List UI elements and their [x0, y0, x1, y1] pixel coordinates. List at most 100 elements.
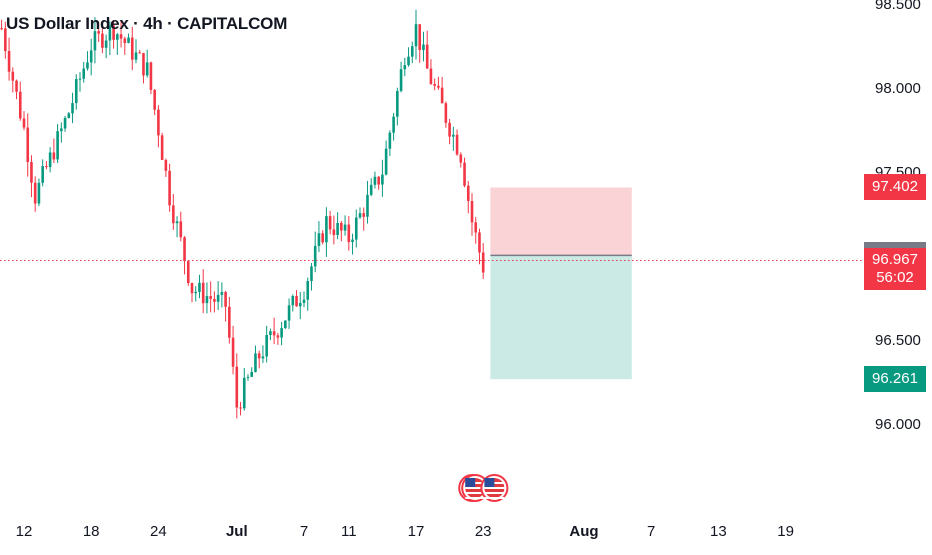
candle — [410, 41, 414, 64]
candle — [325, 207, 328, 257]
candle — [101, 28, 104, 54]
candle — [235, 353, 239, 419]
bar-countdown: 56:02 — [876, 268, 914, 286]
candle — [149, 61, 153, 95]
candle-body — [186, 261, 190, 284]
us-flag-icon[interactable] — [480, 474, 509, 502]
candle — [7, 37, 11, 81]
candle — [63, 115, 67, 132]
candle-body — [134, 52, 138, 60]
reward-zone[interactable] — [490, 255, 632, 380]
candle-body — [37, 182, 41, 204]
candle — [15, 79, 18, 100]
candle-body — [433, 84, 436, 86]
candle-body — [362, 213, 366, 217]
candle — [30, 155, 33, 198]
candle — [48, 147, 52, 173]
chart-title: US Dollar Index · 4h · CAPITALCOM — [6, 14, 288, 33]
candle-body — [0, 28, 3, 30]
candle-series — [0, 9, 485, 419]
candle-body — [228, 306, 231, 338]
candle-body — [429, 68, 433, 85]
candle-body — [45, 166, 48, 168]
candle-body — [377, 176, 380, 185]
candle — [437, 76, 440, 90]
candle-body — [269, 331, 272, 336]
candle — [276, 332, 280, 345]
x-tick-label: 18 — [83, 523, 100, 540]
candle — [362, 207, 366, 231]
candle-body — [63, 117, 67, 129]
candle-body — [306, 281, 310, 300]
risk-zone[interactable] — [490, 187, 632, 256]
candle-body — [4, 28, 7, 52]
candle — [257, 350, 261, 369]
x-tick-label: 7 — [647, 523, 655, 540]
candle-body — [112, 25, 115, 40]
candle-body — [369, 184, 373, 195]
candle-body — [104, 40, 108, 48]
candle-body — [41, 166, 44, 183]
candle-body — [60, 128, 63, 132]
candle — [373, 171, 377, 189]
candle — [295, 290, 298, 307]
candle-body — [168, 170, 171, 206]
candle-body — [332, 229, 336, 236]
flag-canton — [465, 478, 476, 487]
candle-body — [239, 407, 242, 409]
candle-body — [313, 245, 317, 267]
candle — [265, 325, 268, 363]
candle — [130, 26, 134, 71]
candle — [194, 286, 198, 302]
candle-body — [153, 89, 156, 110]
candle-body — [422, 44, 425, 51]
candle — [429, 59, 433, 85]
candle-body — [183, 237, 186, 262]
candle-body — [123, 38, 127, 43]
candle-body — [48, 152, 52, 168]
candle — [74, 74, 78, 110]
candle — [179, 211, 183, 242]
candle-body — [425, 44, 429, 69]
candle — [425, 30, 429, 69]
candle-body — [97, 31, 100, 34]
candle — [127, 33, 130, 44]
candle — [478, 228, 481, 265]
candle-body — [242, 377, 246, 409]
candle — [347, 216, 351, 251]
candle-body — [142, 53, 145, 76]
candle-body — [351, 239, 354, 243]
candle — [280, 321, 283, 346]
target-price-tag: 97.402 — [864, 174, 926, 201]
candle — [377, 176, 380, 190]
candle — [284, 320, 287, 329]
candle — [422, 31, 425, 62]
candle — [22, 111, 26, 131]
x-axis: 12 18 24 Jul 7 11 17 23 Aug 7 13 19 — [16, 523, 794, 540]
candle — [160, 132, 164, 160]
candle-body — [157, 109, 160, 136]
candle — [455, 129, 459, 156]
candle — [97, 21, 100, 42]
candle — [328, 210, 332, 235]
candle-body — [354, 217, 358, 240]
candle — [343, 215, 347, 236]
candle — [403, 57, 407, 77]
candle — [220, 282, 224, 308]
us-flag-icon[interactable] — [458, 474, 490, 502]
candle — [313, 231, 317, 273]
x-tick-label: Aug — [569, 523, 598, 540]
candle-body — [284, 320, 287, 329]
candle — [388, 130, 392, 157]
x-tick-label: 13 — [710, 523, 727, 540]
x-tick-label: 24 — [150, 523, 167, 540]
candle — [321, 230, 324, 245]
candle-body — [440, 87, 444, 104]
candle — [205, 282, 209, 314]
y-tick-label: 98.000 — [875, 80, 921, 97]
candle — [392, 113, 395, 141]
candle — [452, 126, 455, 151]
candle-body — [410, 46, 414, 57]
